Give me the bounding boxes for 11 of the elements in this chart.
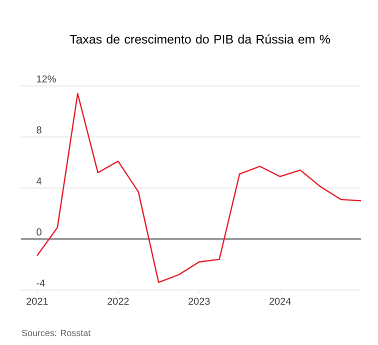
- chart-title: Taxas de crescimento do PIB da Rússia em %: [70, 34, 330, 44]
- y-tick-label: 4: [36, 178, 42, 184]
- y-tick-label: 8: [36, 126, 42, 134]
- y-tick-label: -4: [36, 280, 45, 286]
- x-tick-label: 2024: [269, 298, 291, 305]
- source-note: Sources: Rosstat: [22, 330, 91, 336]
- y-tick-label: 0: [36, 228, 42, 236]
- x-tick-label: 2021: [26, 298, 48, 305]
- x-tick-label: 2023: [188, 298, 210, 305]
- y-tick-label: 12%: [37, 75, 56, 82]
- x-tick-label: 2022: [108, 298, 129, 305]
